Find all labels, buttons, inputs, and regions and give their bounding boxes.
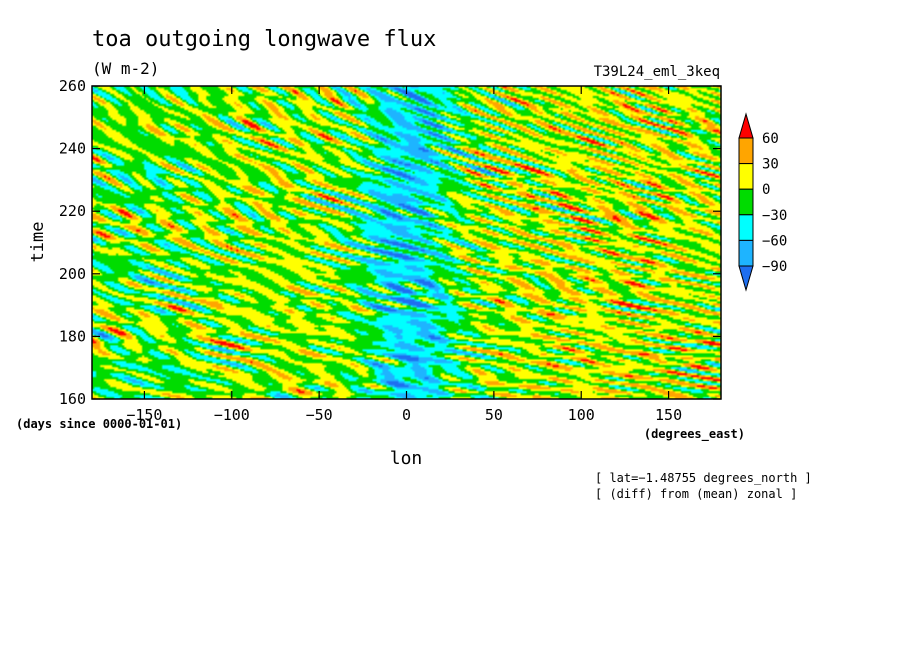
y-axis-units: (days since 0000-01-01): [16, 417, 182, 431]
y-axis-label: time: [28, 222, 48, 263]
colorbar-level-label: 60: [762, 131, 779, 147]
colorbar-swatch: [738, 163, 754, 190]
x-tick-label: 50: [485, 406, 503, 424]
y-tick-label: 260: [59, 77, 86, 95]
y-tick-label: 180: [59, 327, 86, 345]
colorbar-extend-min: [738, 265, 754, 292]
run-label: T39L24_eml_3keq: [594, 64, 720, 80]
colorbar-swatch: [738, 137, 754, 165]
heatmap-field: [92, 86, 721, 399]
x-tick-label: 100: [568, 406, 595, 424]
x-axis-ticks: −150 −100 −50 0 50 100 150: [126, 86, 682, 424]
colorbar-level-label: 30: [762, 157, 779, 173]
x-tick-label: 0: [402, 406, 411, 424]
y-tick-label: 240: [59, 140, 86, 158]
x-tick-label: −50: [306, 406, 333, 424]
y-axis-ticks: 160 180 200 220 240 260: [59, 77, 721, 408]
chart-title: toa outgoing longwave flux: [92, 27, 436, 52]
x-tick-label: 150: [655, 406, 682, 424]
colorbar-extend-max: [738, 112, 754, 139]
x-tick-label: −100: [214, 406, 250, 424]
colorbar-level-label: −60: [762, 233, 787, 249]
y-tick-label: 220: [59, 202, 86, 220]
heatmap-plot-area: [91, 85, 722, 400]
colorbar-level-label: −90: [762, 259, 787, 275]
x-axis-units: (degrees_east): [644, 427, 745, 442]
colorbar-legend: 60 30 0 −30 −60 −90: [738, 112, 787, 292]
colorbar-swatch: [738, 214, 754, 241]
x-tick-label: −150: [126, 406, 162, 424]
colorbar-swatch: [738, 188, 754, 216]
chart-subtitle: (W m-2): [92, 59, 159, 78]
note-latitude: [ lat=−1.48755 degrees_north ]: [595, 471, 812, 485]
colorbar-level-label: 0: [762, 182, 770, 198]
y-tick-label: 200: [59, 265, 86, 283]
x-axis-label: lon: [390, 448, 423, 469]
y-tick-label: 160: [59, 390, 86, 408]
colorbar-swatch: [738, 239, 754, 267]
note-diff: [ (diff) from (mean) zonal ]: [595, 487, 797, 501]
colorbar-level-label: −30: [762, 208, 787, 224]
